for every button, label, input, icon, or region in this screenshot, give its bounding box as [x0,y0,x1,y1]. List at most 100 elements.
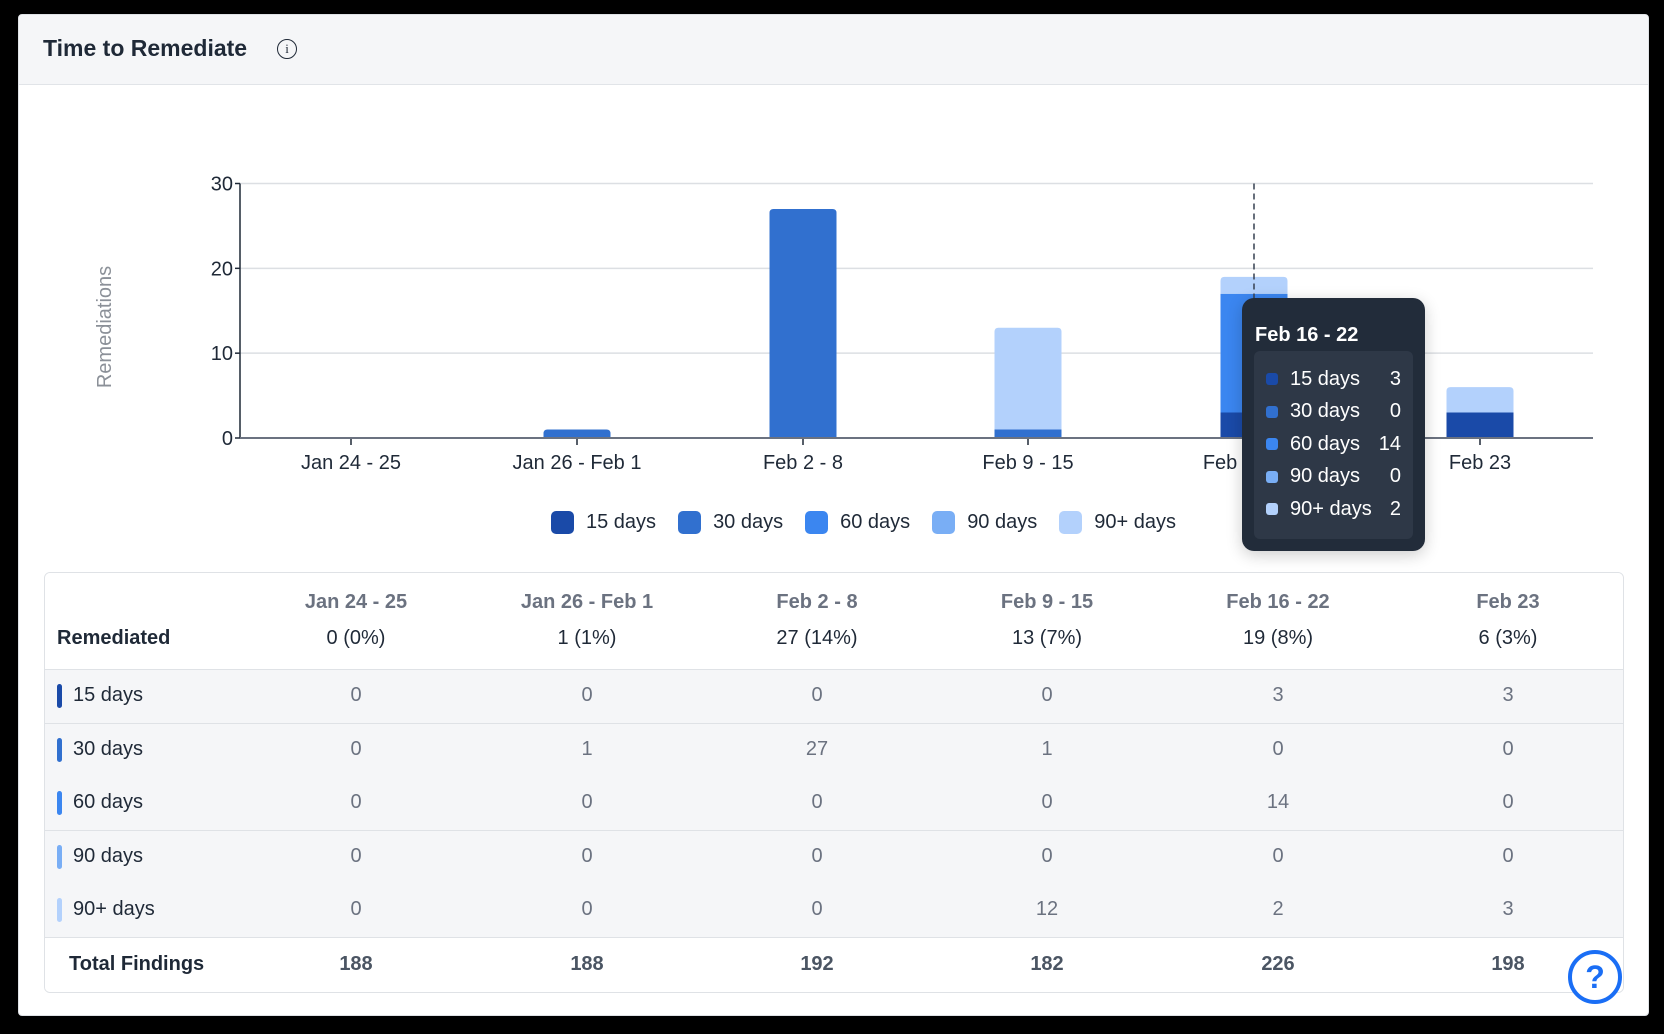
remediated-value: 0 (0%) [326,627,386,649]
row-value: 0 [811,791,823,814]
legend-swatch [678,511,702,534]
chart-tooltip: Feb 16 - 22 15 days 3 30 days 0 60 days 14 90 … [1242,298,1425,551]
bar-segment-30-days[interactable] [994,429,1062,438]
y-axis-label: Remediations [94,266,116,388]
total-findings-value: 182 [1030,953,1064,975]
row-value: 3 [1502,684,1514,706]
remediation-table: Remediated Jan 24 - 25 0 (0%) Jan 26 - Feb… [44,572,1624,993]
row-value: 2 [1272,898,1284,921]
legend-label: 90 days [967,511,1038,533]
info-icon[interactable]: i [277,39,297,59]
help-button[interactable]: ? [1568,950,1622,1004]
y-tick-label: 30 [211,174,233,196]
legend-item[interactable]: 15 days [551,511,656,534]
time-to-remediate-card: Time to Remediate i 0 10 20 30 Remediations J… [18,14,1649,1016]
remediated-value: 27 (14%) [776,627,858,649]
column-header: Jan 26 - Feb 1 [520,591,654,613]
row-label: 90 days [73,844,144,867]
total-findings-value: 192 [800,953,834,975]
row-value: 0 [350,791,362,814]
row-label: 30 days [73,737,144,760]
column-header: Feb 2 - 8 [776,591,858,613]
tooltip-label: 60 days [1290,432,1361,455]
total-findings-value: 226 [1261,953,1295,975]
remediated-value: 1 (1%) [557,627,617,649]
row-value: 12 [1035,898,1059,921]
row-label: 60 days [73,791,144,814]
row-value: 27 [805,737,829,760]
row-color-indicator [57,791,62,816]
row-value: 1 [1041,737,1053,760]
total-findings-value: 188 [570,953,604,975]
column-header: Feb 16 - 22 [1226,591,1330,613]
table-row: 90+ days 0 0 0 12 2 3 [45,884,1623,939]
tooltip-value: 0 [1389,465,1401,487]
tooltip-title: Feb 16 - 22 [1255,324,1359,346]
tooltip-label: 90 days [1290,465,1361,487]
row-color-indicator [57,844,62,869]
legend-item[interactable]: 90 days [932,511,1037,534]
table-header: Remediated Jan 24 - 25 0 (0%) Jan 26 - Feb… [45,573,1623,670]
legend-swatch [932,511,956,534]
bar-segment-90-days[interactable] [994,327,1062,430]
tooltip-value: 3 [1389,367,1401,390]
row-value: 0 [1502,791,1514,814]
tooltip-swatch [1266,438,1278,450]
row-value: 0 [350,844,362,867]
tooltip-label: 15 days [1290,367,1361,390]
total-findings-value: 198 [1491,953,1525,975]
legend-label: 60 days [840,511,911,533]
row-value: 0 [1502,844,1514,867]
row-value: 0 [1041,844,1053,867]
remediated-value: 6 (3%) [1478,627,1538,649]
row-value: 3 [1272,684,1284,706]
tooltip-swatch [1266,470,1278,483]
bar-segment-30-days[interactable] [769,208,837,438]
card-header: Time to Remediate i [19,15,1648,85]
tooltip-label: 30 days [1290,400,1361,422]
table-row: 90 days 0 0 0 0 0 0 [45,830,1623,885]
total-findings-value: 188 [339,953,373,975]
bar-segment-30-days[interactable] [543,429,611,438]
y-tick-label: 10 [211,343,233,365]
legend-item[interactable]: 30 days [678,511,783,534]
total-findings-row: Total Findings 188 188 192 182 226 198 [45,938,1623,992]
tooltip-swatch [1266,373,1278,385]
tooltip-row: 60 days 14 [1266,428,1401,460]
x-tick-label: Feb 23 [1449,452,1511,474]
tooltip-row: 90+ days 2 [1266,493,1401,525]
tooltip-body: 15 days 3 30 days 0 60 days 14 90 days 0 90+ day… [1254,351,1413,539]
row-value: 0 [1502,737,1514,760]
remediated-header: Remediated [57,627,171,649]
table-row: 15 days 0 0 0 0 3 3 [45,670,1623,724]
row-value: 0 [811,844,823,867]
row-label: 90+ days [73,898,155,921]
tooltip-value: 2 [1389,497,1401,520]
x-tick-label: Feb 2 - 8 [763,452,843,474]
y-tick-label: 0 [222,428,233,450]
legend-label: 30 days [713,511,784,533]
legend-item[interactable]: 60 days [805,511,910,534]
row-value: 3 [1502,898,1514,921]
legend-label: 15 days [586,511,657,533]
card-title: Time to Remediate [43,35,248,61]
row-label: 15 days [73,684,144,706]
total-findings-label: Total Findings [69,953,205,975]
bar-segment-15-days[interactable] [1446,412,1514,438]
legend-swatch [805,511,829,534]
remediated-value: 19 (8%) [1242,627,1314,649]
row-value: 0 [581,844,593,867]
row-color-indicator [57,684,62,708]
row-color-indicator [57,737,62,762]
tooltip-label: 90+ days [1290,497,1372,520]
row-value: 14 [1266,791,1290,814]
row-value: 1 [581,737,593,760]
row-value: 0 [350,737,362,760]
bar-segment-90-days[interactable] [1446,387,1514,413]
row-value: 0 [581,898,593,921]
table-row: 60 days 0 0 0 0 14 0 [45,777,1623,832]
tooltip-value: 14 [1378,432,1401,455]
row-value: 0 [1272,737,1284,760]
tooltip-row: 15 days 3 [1266,363,1401,395]
legend-item[interactable]: 90+ days [1059,511,1176,534]
